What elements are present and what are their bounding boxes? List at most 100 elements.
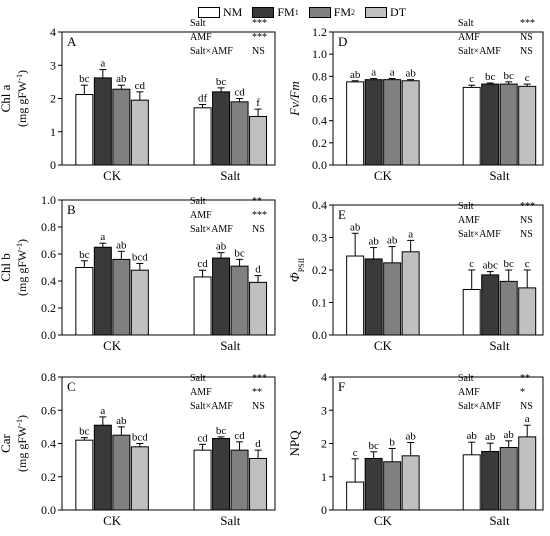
panel-f-ytick-label: 4 [321,370,327,384]
panel-e-letter: abc [483,260,498,272]
panel-e-bar-fm1 [364,258,383,336]
panel-b-letter: cd [197,258,208,270]
panel-f-stat-term: Salt [458,373,474,384]
panel-a-ylabel: Chl a [0,84,13,112]
panel-b-bar-fm2 [112,258,131,336]
panel-a-stat-sig: *** [252,32,267,43]
panel-a-bar-nm [75,94,94,166]
panel-e-bar-nm [462,289,481,336]
panel-b-bar-nm [193,276,212,336]
panel-e-ytick-label: 0.1 [312,296,327,310]
panel-c-stat-term: Salt×AMF [190,401,233,412]
panel-e-category-label: CK [374,338,393,353]
panel-c-ylabel-tail: ) [15,415,29,419]
panel-b-letter: a [100,231,105,243]
panel-d-stat-sig: *** [520,18,535,29]
panel-d-ytick-label: 0.8 [312,69,327,83]
panel-b-stat-term: Salt×AMF [190,224,233,235]
panel-e-letter: c [525,258,530,270]
panel-a-stat-sig: *** [252,18,267,29]
panel-d-bar-nm [346,81,365,166]
panel-a-ytick-label: 0 [50,158,56,172]
panel-c-ytick-label: 0.6 [41,403,56,417]
panel-d-label: D [338,34,347,49]
panel-d-stat-term: AMF [458,32,480,43]
panel-f-bar-nm [346,481,365,511]
panel-c-bar-fm2 [230,449,249,511]
panel-a-ytick-label: 1 [50,125,56,139]
panel-b-ytick-label: 1.0 [41,193,56,207]
panel-d-bar-fm1 [481,83,500,166]
panel-c-bar-nm [193,449,212,511]
panel-a-letter: a [100,58,105,70]
panel-a-category-label: Salt [220,168,241,183]
panel-a-bar-dt [249,115,268,166]
panel-d-ytick-label: 1.0 [312,47,327,61]
panel-e-bar-dt [518,287,537,336]
panel-f-category-label: CK [374,513,393,528]
panel-e-ylabel: ΦPSII [287,258,306,282]
panel-f-bar-fm2 [499,446,518,511]
panel-d-ytick-label: 0.2 [312,136,327,150]
panel-b-letter: ab [116,239,127,251]
panel-f-bar-dt [518,436,537,511]
panel-c-label: C [67,379,76,394]
panel-b-ylabel-tail: ) [15,239,29,243]
panel-d-letter: ab [405,68,416,80]
panel-a-ylabel-sup: -1 [15,74,24,81]
panel-b-letter: bcd [132,251,148,263]
panel-e-stat-sig: NS [520,229,533,240]
panel-c-letter: a [100,405,105,417]
panel-e-bar-nm [346,255,365,336]
panel-f-letter: ab [467,430,478,442]
panel-c-letter: cd [197,432,208,444]
panel-b-ylabel-sup: -1 [15,243,24,250]
panel-c-stat-sig: NS [252,401,265,412]
panel-e-label: E [338,207,346,222]
panel-a-stat-term: AMF [190,32,212,43]
panel-c-bar-fm2 [112,434,131,511]
panel-f-letter: ab [485,431,496,443]
panel-c-letter: ab [116,415,127,427]
panel-b-stat-term: AMF [190,210,212,221]
panel-a-category-label: CK [103,168,122,183]
panel-f-ytick-label: 1 [321,470,327,484]
panel-b-label: B [67,202,76,217]
panel-a-bar-dt [130,99,149,166]
panel-b-ylabel: Chl b [0,253,13,282]
panel-e-stat-term: Salt [458,201,474,212]
panel-a-letter: ab [116,73,127,85]
legend-sub-fm2: 2 [351,7,356,17]
panel-f-letter: ab [405,431,416,443]
panel-f-ylabel: NPQ [287,430,302,457]
legend-item-dt: DT [365,5,406,20]
panel-c-bar-fm1 [93,424,112,511]
panel-c-bar-fm1 [212,438,231,511]
panel-d-letter: c [525,72,530,84]
panel-c-ytick-label: 0.4 [41,437,56,451]
panel-b-ytick-label: 0.8 [41,220,56,234]
panel-c-ylabel: Car [0,433,13,452]
legend-swatch-fm1 [252,6,275,18]
panel-a-stat-term: Salt×AMF [190,46,233,57]
panel-a-letter: cd [135,80,146,92]
panel-f-stat-sig: * [520,387,525,398]
panel-b-stat-sig: NS [252,224,265,235]
panel-d-ytick-label: 0.6 [312,92,327,106]
panel-e-bar-dt [401,251,420,336]
panel-a-ytick-label: 2 [50,92,56,106]
panel-c-category-label: CK [103,513,122,528]
panel-b-stat-sig: ** [252,196,262,207]
panel-d-bar-dt [401,80,420,166]
panel-b-category-label: CK [103,338,122,353]
panel-f-stat-term: AMF [458,387,480,398]
panel-f-ytick-label: 2 [321,437,327,451]
panel-f-ytick-label: 3 [321,403,327,417]
panel-f-letter: ab [504,429,515,441]
panel-a-ylabel-tail: ) [15,70,29,74]
panel-d-stat-sig: NS [520,32,533,43]
panel-f-stat-term: Salt×AMF [458,401,501,412]
panel-f-stat-sig: NS [520,401,533,412]
panel-d-ytick-label: 0.4 [312,114,327,128]
